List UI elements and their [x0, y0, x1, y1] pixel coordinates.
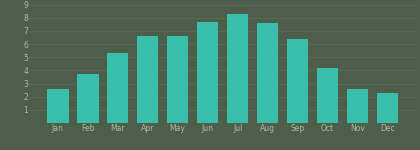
- Bar: [107, 53, 129, 123]
- Bar: [227, 14, 248, 123]
- Bar: [77, 74, 99, 123]
- Bar: [287, 39, 308, 123]
- Bar: [317, 68, 338, 123]
- Bar: [257, 23, 278, 123]
- Bar: [197, 22, 218, 123]
- Bar: [47, 89, 68, 123]
- Bar: [137, 36, 158, 123]
- Bar: [167, 36, 189, 123]
- Bar: [377, 93, 398, 123]
- Bar: [346, 89, 368, 123]
